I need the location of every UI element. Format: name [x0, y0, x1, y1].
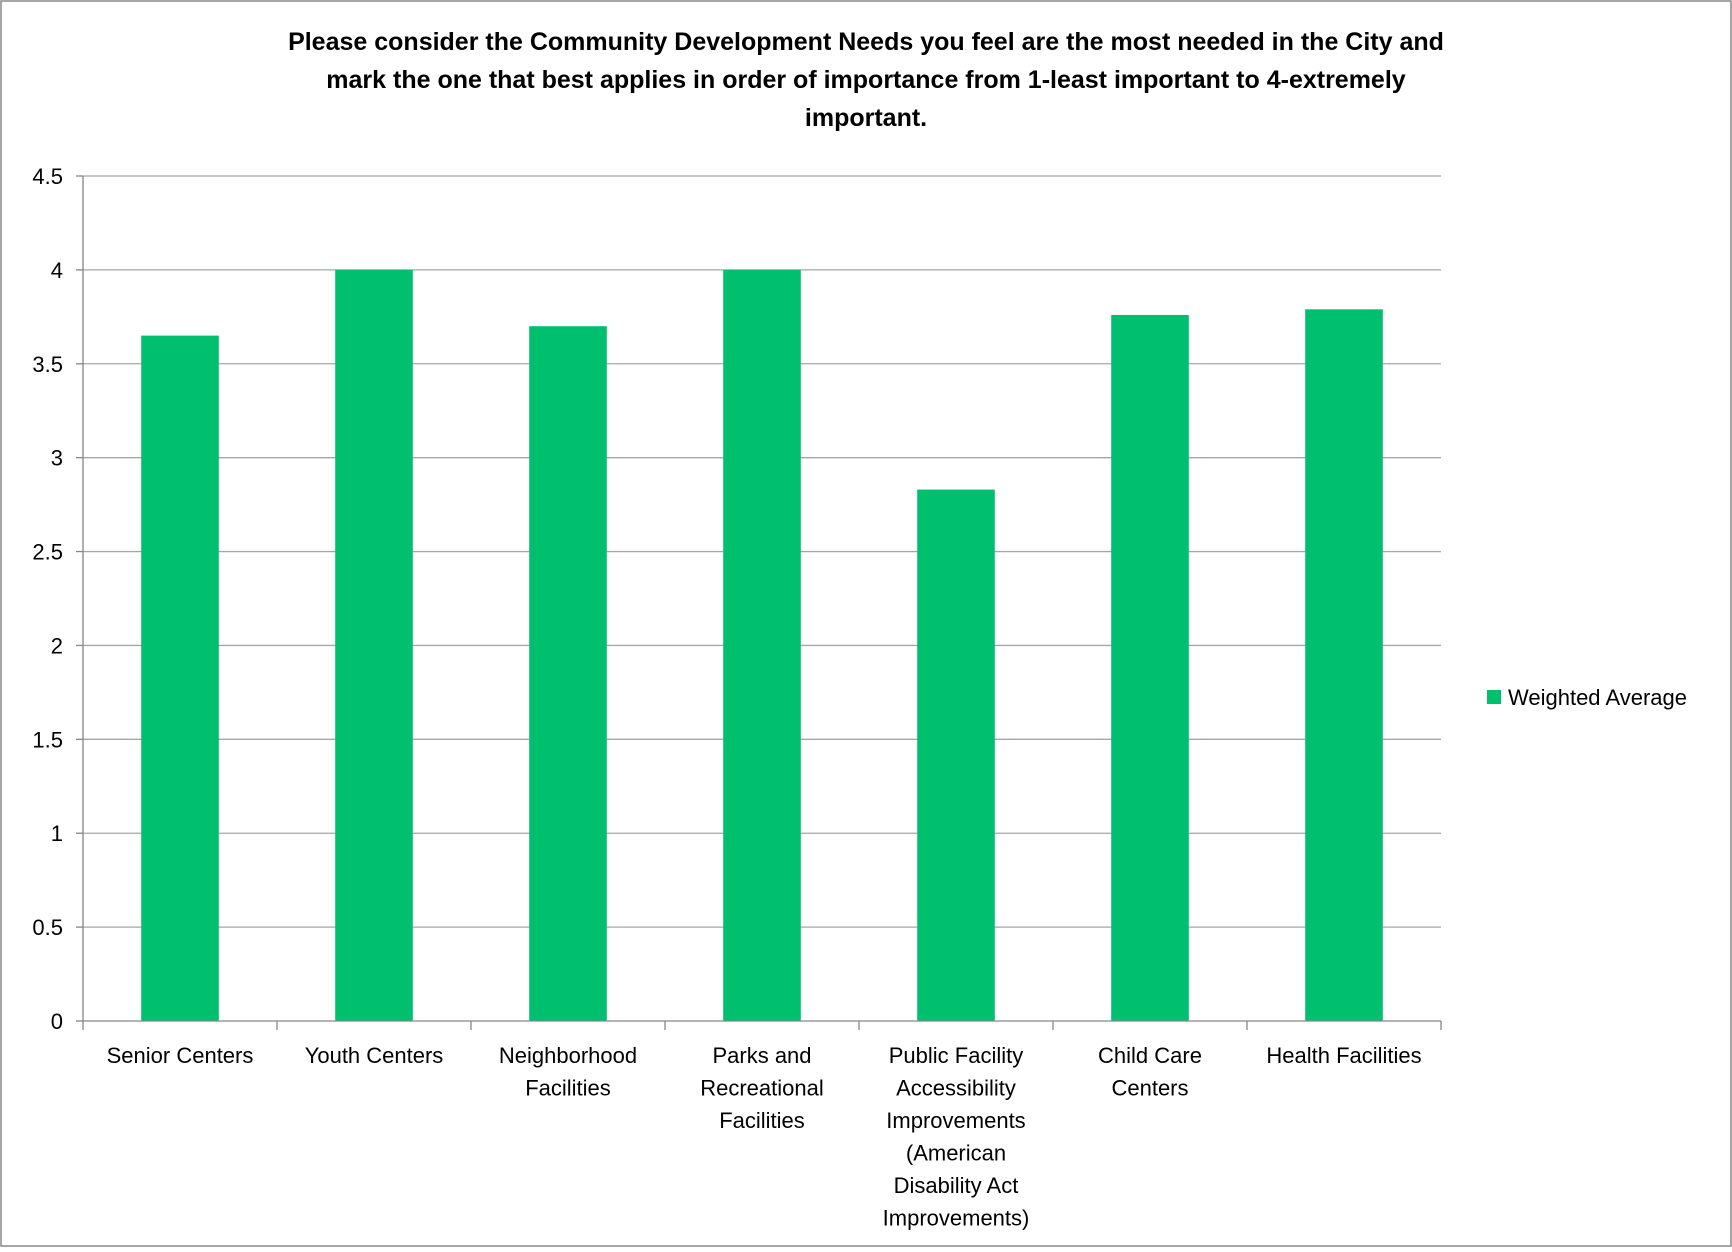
y-tick-label: 4.5: [32, 164, 63, 189]
x-tick-label-line: Parks and: [712, 1043, 811, 1068]
bar: [335, 269, 413, 1021]
x-tick-label: Neighborhood Facilities: [499, 1043, 637, 1101]
y-tick-label: 2.5: [32, 540, 63, 565]
bar: [723, 269, 801, 1021]
x-tick-label: Youth Centers: [305, 1043, 444, 1068]
chart-title-line: mark the one that best applies in order …: [326, 66, 1406, 94]
legend: Weighted Average: [1487, 685, 1687, 710]
x-tick-label-line: Facilities: [719, 1108, 805, 1133]
x-tick-label-line: Senior Centers: [107, 1043, 254, 1068]
x-tick-label-line: Accessibility: [896, 1076, 1016, 1101]
x-axis: Senior Centers Youth Centers Neighborhood F…: [82, 1020, 1442, 1231]
x-tick-label-line: (American: [906, 1141, 1006, 1166]
x-tick-label: Child Care Centers: [1098, 1043, 1202, 1101]
y-tick-label: 0: [51, 1009, 63, 1034]
x-tick-label-line: Centers: [1111, 1076, 1188, 1101]
x-tick-label: Senior Centers: [107, 1043, 254, 1068]
x-tick-label-line: Child Care: [1098, 1043, 1202, 1068]
legend-label: Weighted Average: [1508, 685, 1687, 710]
bar: [1305, 309, 1383, 1021]
y-axis: 0 0.5 1 1.5 2 2.5 3 3.5 4 4.5: [32, 164, 84, 1034]
x-tick-label-line: Facilities: [525, 1076, 611, 1101]
bar: [917, 489, 995, 1022]
y-tick-label: 1.5: [32, 727, 63, 752]
x-tick-label: Public Facility Accessibility Improvements…: [883, 1043, 1030, 1231]
x-tick-label-line: Recreational: [700, 1076, 824, 1101]
y-tick-label: 0.5: [32, 915, 63, 940]
bar: [1111, 314, 1189, 1021]
x-tick-label-line: Youth Centers: [305, 1043, 444, 1068]
x-tick-label-line: Disability Act: [894, 1173, 1019, 1198]
legend-swatch: [1487, 690, 1501, 704]
y-tick-label: 1: [51, 821, 63, 846]
x-tick-label-line: Health Facilities: [1266, 1043, 1421, 1068]
y-tick-label: 3: [51, 446, 63, 471]
x-tick-label-line: Improvements: [886, 1108, 1025, 1133]
y-tick-label: 3.5: [32, 352, 63, 377]
bar: [141, 335, 219, 1022]
x-tick-label-line: Public Facility: [889, 1043, 1023, 1068]
bars: [141, 269, 1383, 1022]
x-tick-label-line: Improvements): [883, 1206, 1030, 1231]
x-tick-label: Parks and Recreational Facilities: [700, 1043, 824, 1133]
y-tick-label: 2: [51, 633, 63, 658]
x-tick-label: Health Facilities: [1266, 1043, 1421, 1068]
y-tick-label: 4: [51, 258, 63, 283]
x-tick-label-line: Neighborhood: [499, 1043, 637, 1068]
bar: [529, 326, 607, 1021]
chart-title-line: Please consider the Community Developmen…: [288, 28, 1444, 56]
chart-title: Please consider the Community Developmen…: [288, 28, 1444, 132]
chart-title-line: important.: [805, 104, 927, 132]
